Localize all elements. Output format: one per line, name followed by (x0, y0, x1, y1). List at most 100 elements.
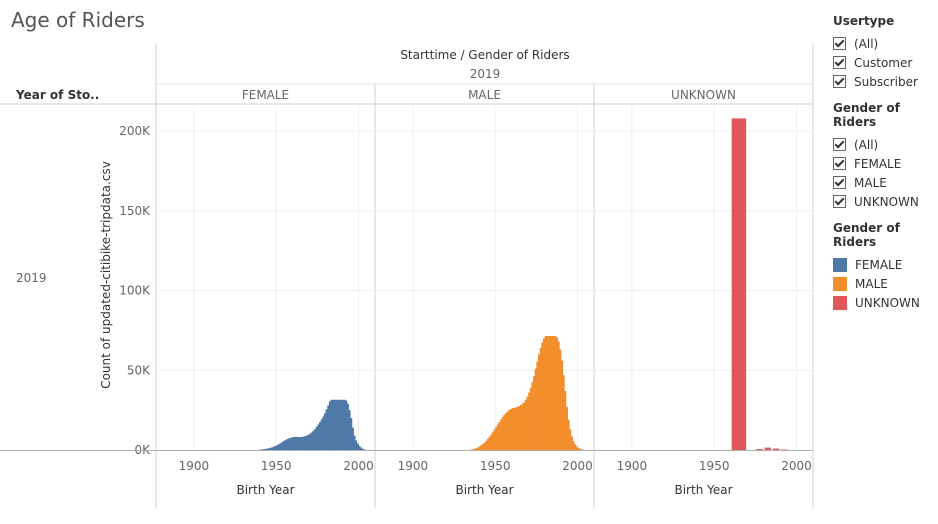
usertype-option[interactable]: Customer (833, 53, 937, 72)
bar[interactable] (286, 439, 289, 450)
bar[interactable] (264, 448, 267, 450)
bar[interactable] (523, 402, 526, 450)
bar[interactable] (493, 429, 496, 450)
bar[interactable] (291, 437, 293, 450)
bar[interactable] (337, 399, 340, 450)
bar[interactable] (511, 408, 514, 450)
bar[interactable] (284, 440, 287, 450)
bar[interactable] (353, 435, 356, 450)
bar[interactable] (472, 449, 475, 450)
bar[interactable] (345, 400, 348, 450)
bar[interactable] (348, 410, 351, 450)
bar[interactable] (347, 403, 349, 450)
bar[interactable] (475, 448, 478, 450)
bar[interactable] (496, 424, 499, 450)
checkbox[interactable] (833, 176, 846, 189)
bar[interactable] (266, 448, 269, 450)
bar[interactable] (508, 410, 511, 450)
bar[interactable] (577, 447, 580, 450)
bar[interactable] (338, 399, 341, 450)
bar[interactable] (488, 436, 491, 450)
bar[interactable] (289, 437, 292, 450)
bar[interactable] (297, 437, 300, 450)
bar[interactable] (300, 436, 303, 450)
bar[interactable] (539, 347, 542, 450)
bar[interactable] (305, 435, 308, 450)
bar[interactable] (772, 448, 780, 450)
bar[interactable] (470, 449, 473, 451)
bar[interactable] (551, 336, 554, 450)
bar[interactable] (342, 399, 345, 450)
bar[interactable] (363, 449, 366, 451)
usertype-option[interactable]: Subscriber (833, 72, 937, 91)
bar[interactable] (294, 436, 297, 450)
bar[interactable] (534, 368, 537, 450)
bar[interactable] (552, 336, 555, 450)
bar[interactable] (269, 447, 272, 450)
bar[interactable] (533, 375, 536, 450)
usertype-option[interactable]: (All) (833, 34, 937, 53)
bar[interactable] (562, 375, 565, 450)
bar[interactable] (340, 399, 343, 450)
bar[interactable] (526, 396, 529, 450)
bar[interactable] (556, 337, 559, 450)
bar[interactable] (579, 448, 582, 450)
bar[interactable] (513, 407, 516, 450)
legend-entry[interactable]: MALE (833, 274, 937, 293)
bar[interactable] (335, 399, 338, 450)
bar[interactable] (503, 414, 506, 450)
bar[interactable] (356, 443, 359, 450)
bar[interactable] (276, 445, 279, 450)
bar[interactable] (549, 336, 552, 450)
bar[interactable] (351, 427, 354, 450)
checkbox[interactable] (833, 195, 846, 208)
bar[interactable] (332, 399, 335, 450)
bar[interactable] (325, 409, 328, 450)
bar[interactable] (569, 429, 572, 450)
checkbox[interactable] (833, 56, 846, 69)
bar[interactable] (355, 440, 358, 450)
bar[interactable] (564, 391, 567, 450)
bar[interactable] (510, 409, 512, 450)
bar[interactable] (295, 436, 298, 450)
bar[interactable] (498, 421, 501, 450)
bar[interactable] (292, 437, 295, 450)
bar[interactable] (274, 446, 277, 450)
bar[interactable] (500, 419, 503, 450)
bar[interactable] (518, 406, 521, 450)
bar[interactable] (516, 406, 519, 450)
bar[interactable] (299, 437, 302, 450)
bar[interactable] (731, 118, 747, 451)
bar[interactable] (490, 434, 493, 450)
gender-option[interactable]: MALE (833, 173, 937, 192)
bar[interactable] (272, 446, 275, 450)
bar[interactable] (304, 436, 307, 450)
checkbox[interactable] (833, 37, 846, 50)
bar[interactable] (328, 401, 331, 450)
bar[interactable] (486, 438, 489, 450)
bar[interactable] (319, 422, 321, 450)
legend-entry[interactable]: UNKNOWN (833, 293, 937, 312)
bar[interactable] (281, 442, 284, 450)
bar[interactable] (327, 405, 330, 450)
bar[interactable] (320, 419, 323, 450)
bar[interactable] (480, 445, 483, 450)
bar[interactable] (343, 399, 346, 450)
bar[interactable] (473, 448, 476, 450)
bar[interactable] (524, 399, 527, 450)
bar[interactable] (561, 360, 564, 450)
bar[interactable] (559, 349, 562, 450)
bar[interactable] (350, 418, 353, 450)
bar[interactable] (477, 447, 480, 450)
bar[interactable] (261, 449, 264, 450)
bar[interactable] (575, 446, 578, 450)
gender-option[interactable]: (All) (833, 135, 937, 154)
bar[interactable] (282, 441, 285, 450)
bar[interactable] (566, 406, 568, 450)
bar[interactable] (307, 434, 310, 450)
bar[interactable] (317, 424, 320, 450)
bar[interactable] (279, 443, 282, 450)
bar[interactable] (482, 443, 484, 450)
bar[interactable] (361, 448, 364, 450)
bar[interactable] (360, 447, 363, 450)
